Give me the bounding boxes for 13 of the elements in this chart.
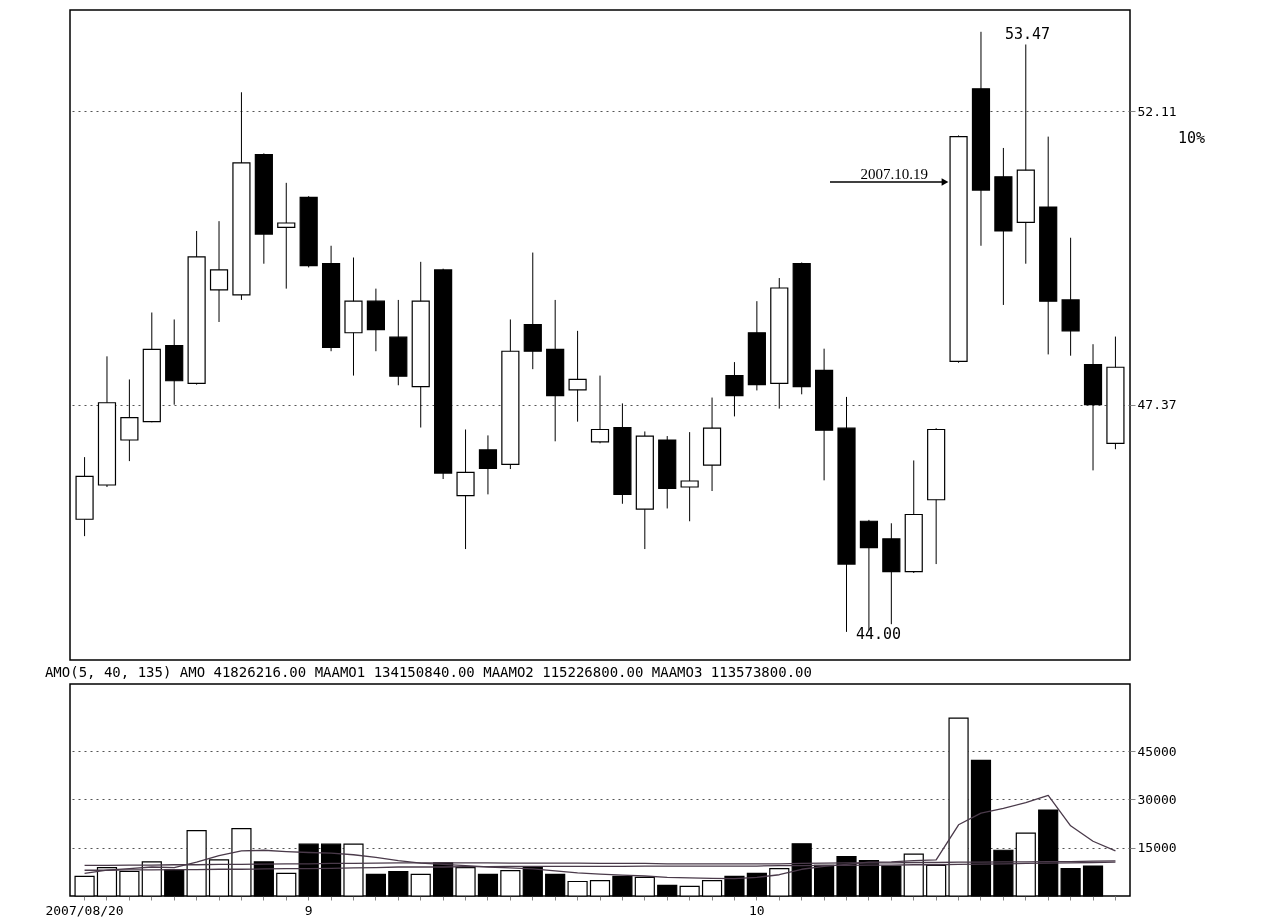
y-tick-label: 45000 [1137, 743, 1177, 759]
annotation: 53.47 [1005, 25, 1051, 43]
x-tick-label: 2007/08/20 [45, 902, 124, 918]
y-tick-label: 15000 [1137, 840, 1177, 856]
y-tick-label: 52.11 [1137, 103, 1177, 119]
chart-title: AMO(5, 40, 135) AMO 41826216.00 MAAMO1 134150840.00 MAAMO2 115226800.00 MAAMO3 113573800.00 [44, 664, 812, 680]
x-tick-label: 10 [749, 902, 765, 918]
annotation: 2007.10.19 [860, 166, 928, 182]
x-tick-label: 9 [304, 902, 313, 918]
y-tick-label: 47.37 [1137, 397, 1177, 413]
y-tick-label: 30000 [1137, 791, 1177, 807]
text: 10% [1178, 129, 1206, 147]
annotation: 44.00 [856, 625, 902, 643]
